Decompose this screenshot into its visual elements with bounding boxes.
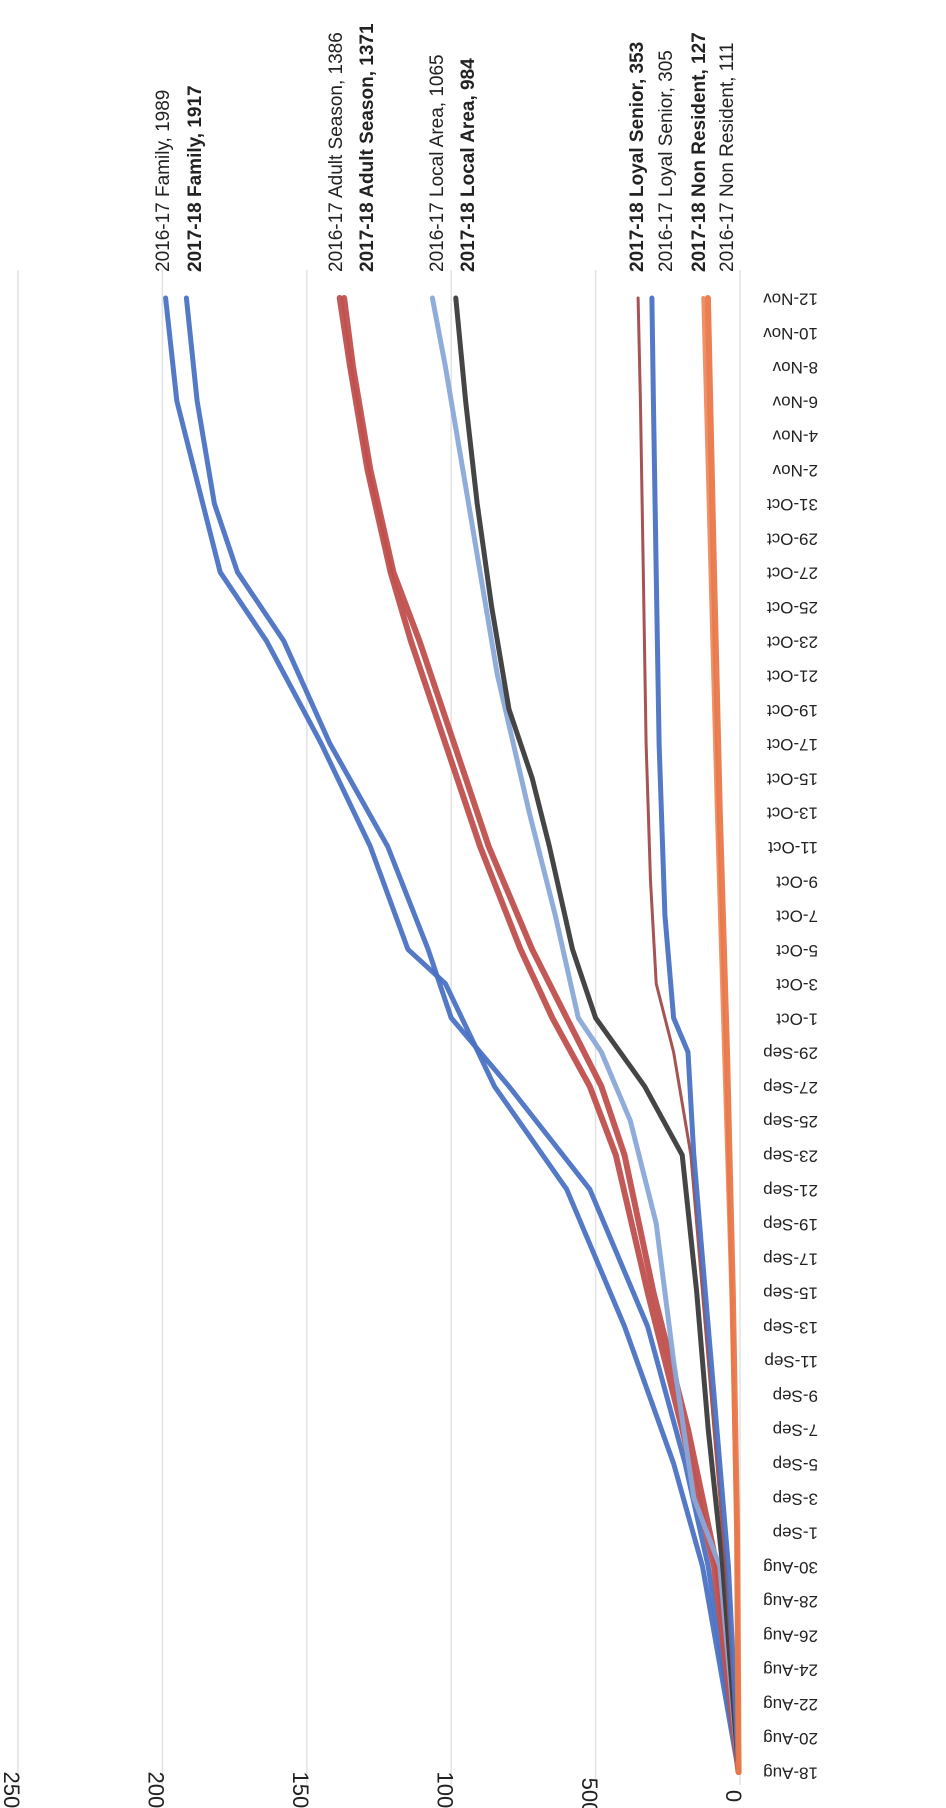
series-line-7: [636, 296, 741, 1774]
date-tick-29-Sep: 29-Sep: [763, 1044, 818, 1063]
series-label-2: 2017-18 Family, 1917: [185, 85, 206, 272]
date-tick-3-Sep: 3-Sep: [773, 1489, 818, 1508]
series-label-8: 2016-17 Loyal Senior, 305: [656, 50, 677, 272]
date-tick-17-Sep: 17-Sep: [763, 1249, 818, 1268]
date-tick-3-Oct: 3-Oct: [776, 975, 818, 994]
value-tick-labels: 0 500 1000 1500 2000 2500: [0, 1772, 746, 1808]
date-tick-5-Sep: 5-Sep: [773, 1455, 818, 1474]
date-tick-28-Aug: 28-Aug: [763, 1592, 818, 1611]
date-tick-10-Nov: 10-Nov: [763, 324, 818, 343]
date-tick-9-Oct: 9-Oct: [776, 872, 818, 891]
date-tick-5-Oct: 5-Oct: [776, 941, 818, 960]
date-tick-1-Oct: 1-Oct: [776, 1009, 818, 1028]
date-tick-8-Nov: 8-Nov: [772, 358, 818, 377]
date-tick-1-Sep: 1-Sep: [773, 1524, 818, 1543]
series-label-1: 2016-17 Family, 1989: [153, 90, 174, 272]
series-label-6: 2017-18 Local Area, 984: [458, 58, 479, 272]
date-tick-25-Oct: 25-Oct: [767, 598, 818, 617]
date-tick-labels: 18-Aug 20-Aug 22-Aug 24-Aug 26-Aug 28-Aug 30-A…: [763, 290, 818, 1783]
date-tick-7-Sep: 7-Sep: [773, 1421, 818, 1440]
series-line-8: [649, 295, 742, 1775]
date-tick-21-Oct: 21-Oct: [767, 667, 818, 686]
date-tick-19-Oct: 19-Oct: [767, 701, 818, 720]
date-tick-25-Sep: 25-Sep: [763, 1112, 818, 1131]
value-tick-0: 0: [721, 1790, 746, 1802]
series-label-5: 2016-17 Local Area, 1065: [427, 54, 448, 272]
value-tick-1500: 1500: [288, 1772, 313, 1808]
gridlines: [17, 270, 741, 1785]
series-line-1: [163, 295, 742, 1775]
series-line-5: [429, 295, 742, 1775]
date-tick-15-Oct: 15-Oct: [767, 769, 818, 788]
date-tick-24-Aug: 24-Aug: [763, 1661, 818, 1680]
date-tick-17-Oct: 17-Oct: [767, 735, 818, 754]
date-tick-13-Oct: 13-Oct: [767, 804, 818, 823]
date-tick-4-Nov: 4-Nov: [772, 427, 818, 446]
date-tick-22-Aug: 22-Aug: [763, 1695, 818, 1714]
date-tick-13-Sep: 13-Sep: [763, 1318, 818, 1337]
date-tick-31-Oct: 31-Oct: [767, 495, 818, 514]
series-label-10: 2016-17 Non Resident, 111: [717, 42, 738, 272]
series-label-3: 2016-17 Adult Season, 1386: [326, 32, 347, 272]
date-tick-27-Oct: 27-Oct: [767, 564, 818, 583]
series-end-labels: 2016-17 Family, 1989 2017-18 Family, 1917…: [153, 23, 738, 272]
date-tick-11-Sep: 11-Sep: [764, 1352, 818, 1371]
date-tick-15-Sep: 15-Sep: [763, 1284, 818, 1303]
date-tick-29-Oct: 29-Oct: [767, 529, 818, 548]
date-tick-27-Sep: 27-Sep: [763, 1078, 818, 1097]
series-line-6: [453, 295, 742, 1775]
date-tick-2-Nov: 2-Nov: [772, 461, 818, 480]
date-tick-19-Sep: 19-Sep: [763, 1215, 818, 1234]
date-tick-30-Aug: 30-Aug: [763, 1558, 818, 1577]
series-line-2: [183, 295, 742, 1775]
value-tick-2500: 2500: [0, 1772, 24, 1808]
date-tick-20-Aug: 20-Aug: [763, 1729, 818, 1748]
value-tick-2000: 2000: [144, 1772, 169, 1808]
date-tick-18-Aug: 18-Aug: [763, 1764, 818, 1783]
date-tick-26-Aug: 26-Aug: [763, 1626, 818, 1645]
series-lines: [163, 295, 742, 1775]
value-tick-1000: 1000: [432, 1772, 457, 1808]
series-line-10: [704, 295, 742, 1775]
date-tick-7-Oct: 7-Oct: [776, 907, 818, 926]
date-tick-9-Sep: 9-Sep: [773, 1386, 818, 1405]
date-tick-23-Oct: 23-Oct: [767, 632, 818, 651]
date-tick-11-Oct: 11-Oct: [768, 838, 818, 857]
series-label-4: 2017-18 Adult Season, 1371: [357, 23, 378, 272]
date-tick-12-Nov: 12-Nov: [763, 290, 818, 309]
date-tick-6-Nov: 6-Nov: [772, 392, 818, 411]
date-tick-21-Sep: 21-Sep: [763, 1181, 818, 1200]
value-tick-500: 500: [577, 1778, 602, 1808]
series-label-9: 2017-18 Non Resident, 127: [689, 32, 710, 272]
series-label-7: 2017-18 Loyal Senior, 353: [627, 42, 648, 272]
date-tick-23-Sep: 23-Sep: [763, 1146, 818, 1165]
